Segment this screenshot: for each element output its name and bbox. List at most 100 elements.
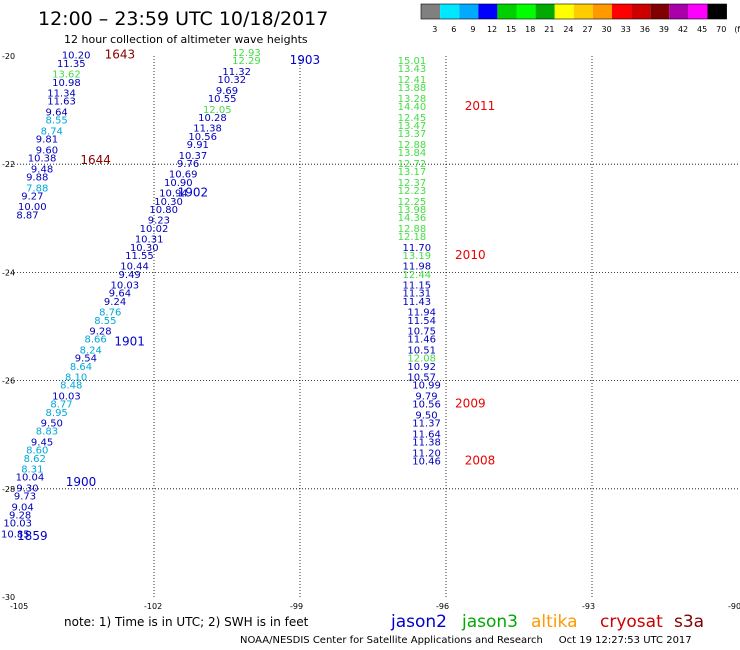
wave-height-value: 8.55	[46, 116, 68, 127]
wave-height-value: 11.37	[412, 419, 441, 430]
wave-height-value: 9.64	[109, 289, 131, 300]
lat-lon-grid: -20 -22 -24 -26 -28 -30-105 -102 -99 -96 -93 -90	[2, 52, 740, 611]
wave-height-value: 10.94	[159, 189, 188, 200]
pass-time-label: 1901	[114, 334, 145, 348]
wave-height-value: 13.47	[398, 121, 427, 132]
lon-label: -93	[582, 602, 595, 611]
units-note: note: 1) Time is in UTC; 2) SWH is in fe…	[64, 615, 309, 629]
wave-height-value: 13.88	[398, 83, 427, 94]
wave-height-value: 10.30	[154, 197, 183, 208]
wave-height-value: 9.60	[36, 145, 58, 156]
wave-height-value: 9.64	[46, 108, 68, 119]
wave-height-value: 12.88	[398, 224, 427, 235]
legend-label: 42	[678, 25, 688, 34]
satellite-cryosat: cryosat	[600, 612, 663, 632]
legend-swatch	[497, 4, 517, 19]
legend-swatch	[478, 4, 498, 19]
wave-height-value: 10.44	[120, 262, 149, 273]
legend-label: 27	[582, 25, 592, 34]
legend-swatch	[459, 4, 479, 19]
wave-height-value: 13.28	[398, 94, 427, 105]
wave-height-value: 10.30	[130, 243, 159, 254]
wave-height-value: 12.08	[407, 354, 436, 365]
wave-height-value: 9.24	[104, 297, 126, 308]
legend-swatch	[516, 4, 536, 19]
wave-height-value: 11.63	[47, 97, 76, 108]
wave-height-value: 8.74	[41, 126, 63, 137]
wave-height-value: 9.27	[21, 191, 43, 202]
wave-height-value: 11.94	[407, 308, 436, 319]
wave-height-value: 9.81	[36, 135, 58, 146]
wave-height-value: 10.02	[140, 224, 169, 235]
legend-label: 3	[432, 25, 437, 34]
pass-time-label: 1902	[178, 186, 209, 200]
wave-height-value: 11.46	[407, 335, 436, 346]
wave-height-value: 10.85	[1, 529, 30, 540]
wave-height-value: 14.36	[398, 213, 427, 224]
pass-time-label: 1859	[17, 529, 48, 543]
satellite-altika: altika	[531, 612, 578, 632]
wave-height-value: 10.38	[28, 153, 57, 164]
legend-label: 6	[451, 25, 456, 34]
lat-label: -30	[2, 593, 15, 602]
wave-height-value: 10.00	[18, 202, 47, 213]
pass-time-labels: 1643 1644 1903 1902 1901 1900 1859 2011 2010 2009…	[17, 48, 495, 543]
wave-height-value: 8.62	[24, 454, 46, 465]
wave-height-value: 10.03	[110, 281, 139, 292]
satellite-jason3: jason3	[461, 612, 518, 632]
pass-time-label: 2010	[455, 248, 486, 262]
wave-height-value: 10.03	[3, 519, 32, 530]
legend-swatch	[707, 4, 727, 19]
satellite-jason2: jason2	[390, 612, 447, 632]
wave-height-value: 10.75	[407, 327, 436, 338]
wave-height-value: 8.60	[26, 446, 48, 457]
wave-height-value: 13.17	[398, 167, 427, 178]
lat-label: -28	[2, 485, 15, 494]
wave-height-value: 10.46	[412, 456, 441, 467]
legend-label: 21	[544, 25, 554, 34]
lon-label: -90	[728, 602, 740, 611]
wave-height-value: 8.87	[16, 210, 38, 221]
wave-height-value: 13.43	[398, 64, 427, 75]
wave-height-value: 11.55	[125, 251, 154, 262]
legend-label: 12	[487, 25, 497, 34]
legend-label: 24	[563, 25, 573, 34]
wave-height-value: 9.54	[75, 354, 97, 365]
map-title: 12:00 – 23:59 UTC 10/18/2017	[38, 8, 328, 30]
wave-height-value: 8.66	[84, 335, 106, 346]
wave-height-value: 9.91	[187, 140, 209, 151]
wave-height-value: 9.88	[26, 172, 48, 183]
wave-height-value: 10.03	[52, 392, 81, 403]
legend-label: 70	[716, 25, 726, 34]
wave-height-value: 9.69	[216, 86, 238, 97]
wave-height-value: 10.31	[135, 235, 164, 246]
pass-time-label: 2011	[465, 99, 496, 113]
wave-height-value: 7.88	[26, 183, 48, 194]
legend-label: 15	[506, 25, 516, 34]
pass-time-label: 1900	[66, 475, 97, 489]
legend-label: 30	[602, 25, 612, 34]
wave-height-value: 10.56	[188, 132, 217, 143]
lon-label: -96	[436, 602, 449, 611]
pass-time-label: 1903	[290, 53, 321, 67]
wave-height-value: 10.20	[62, 51, 91, 62]
wave-height-value: 10.98	[52, 78, 81, 89]
legend-swatch	[631, 4, 651, 19]
wave-height-value: 10.32	[218, 75, 247, 86]
wave-height-value: 8.24	[80, 346, 102, 357]
lon-label: -99	[290, 602, 303, 611]
lon-label: -105	[10, 602, 28, 611]
wave-height-value: 9.23	[148, 216, 170, 227]
wave-height-value: 12.29	[232, 56, 261, 67]
wave-height-value: 11.38	[193, 124, 222, 135]
legend-frame	[420, 3, 727, 20]
wave-height-value: 12.72	[398, 159, 427, 170]
wave-height-value: 8.10	[65, 373, 87, 384]
wave-height-value: 8.48	[60, 381, 82, 392]
wave-height-value: 13.84	[398, 148, 427, 159]
wave-height-value: 10.55	[208, 94, 237, 105]
wave-height-value: 9.28	[89, 327, 111, 338]
wave-height-value: 10.57	[407, 373, 436, 384]
lat-label: -22	[2, 160, 15, 169]
wave-height-value: 8.83	[36, 427, 58, 438]
